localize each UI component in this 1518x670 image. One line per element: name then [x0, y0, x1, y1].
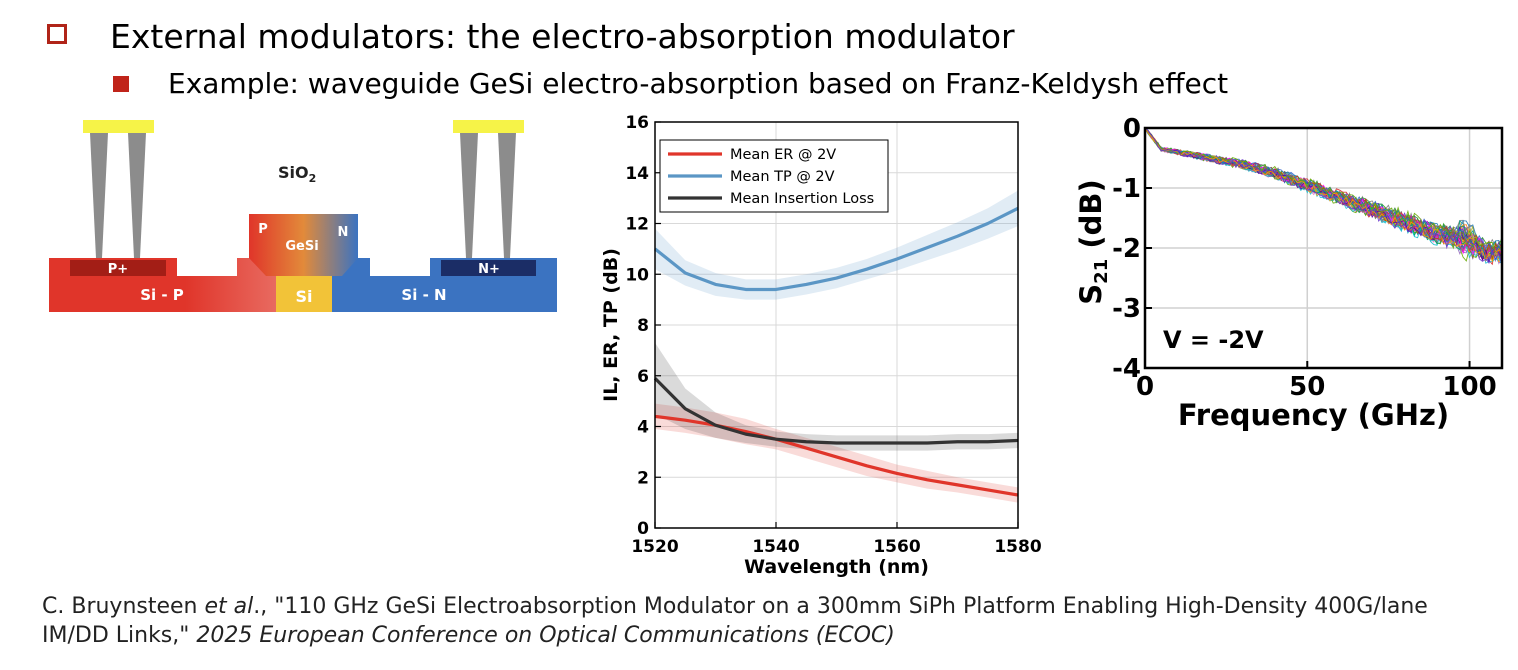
- y-axis-label: S21 (dB): [1074, 179, 1112, 304]
- x-axis-label: Frequency (GHz): [1178, 398, 1449, 432]
- citation-venue: 2025 European Conference on Optical Comm…: [196, 623, 895, 648]
- y-tick-label: -2: [1112, 234, 1141, 264]
- x-tick-label: 100: [1442, 372, 1496, 402]
- y-tick-label: -4: [1112, 354, 1141, 384]
- y-tick-label: -3: [1112, 294, 1141, 324]
- voltage-annotation: V = -2V: [1163, 326, 1264, 354]
- citation-authors: C. Bruynsteen: [42, 594, 198, 619]
- citation: C. Bruynsteen et al., "110 GHz GeSi Elec…: [42, 592, 1442, 650]
- y-tick-label: -1: [1112, 174, 1141, 204]
- y-tick-label: 0: [1123, 114, 1141, 144]
- citation-etal: et al: [205, 594, 254, 619]
